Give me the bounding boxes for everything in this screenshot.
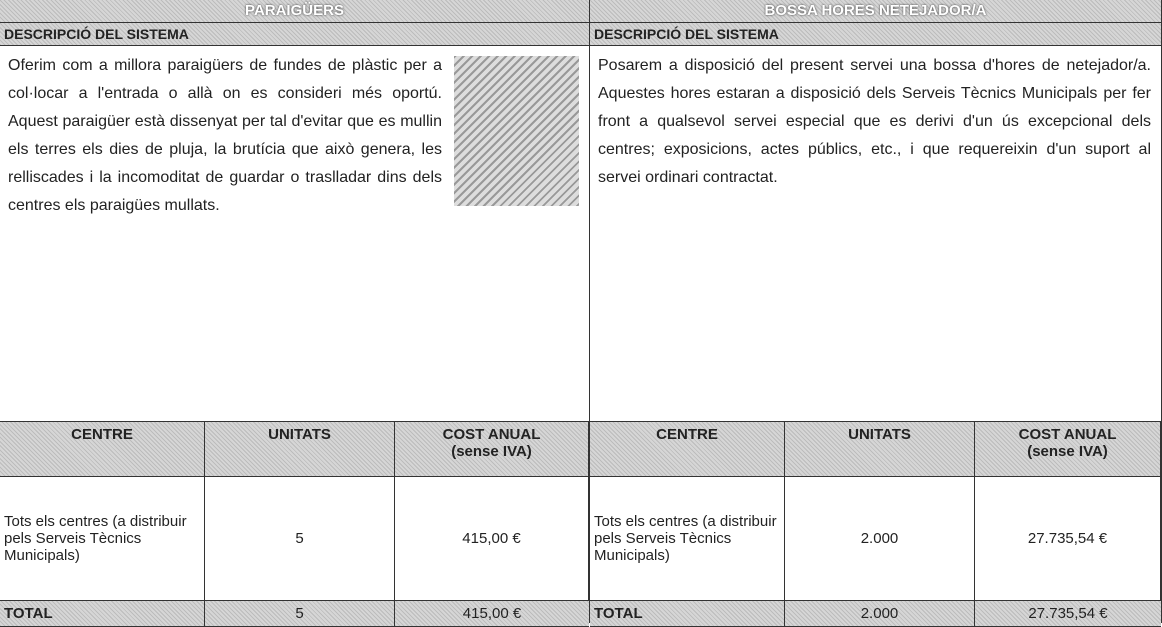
description-text: Oferim com a millora paraigüers de funde… xyxy=(8,57,442,214)
header-line: (sense IVA) xyxy=(451,443,532,460)
section-heading: DESCRIPCIÓ DEL SISTEMA xyxy=(590,23,1161,46)
description: Posarem a disposició del present servei … xyxy=(590,46,1161,421)
column-header: CENTRE xyxy=(590,422,785,477)
total-cell: 5 xyxy=(205,601,395,627)
total-cell: 2.000 xyxy=(785,601,975,627)
table-cell: 27.735,54 € xyxy=(975,477,1161,601)
total-cell: TOTAL xyxy=(590,601,785,627)
cost-table: CENTRE UNITATS COST ANUAL (sense IVA) Tots e… xyxy=(590,421,1161,627)
column-header: UNITATS xyxy=(785,422,975,477)
table-cell: Tots els centres (a distribuir pels Serv… xyxy=(590,477,785,601)
panel: BOSSA HORES NETEJADOR/A DESCRIPCIÓ DEL SI… xyxy=(590,0,1162,627)
description-text: Posarem a disposició del present servei … xyxy=(598,57,1151,186)
cost-table: CENTRE UNITATS COST ANUAL (sense IVA) Tots e… xyxy=(0,421,589,627)
header-line: UNITATS xyxy=(848,426,911,443)
table-cell: 415,00 € xyxy=(395,477,589,601)
column-header: COST ANUAL (sense IVA) xyxy=(395,422,589,477)
header-line: (sense IVA) xyxy=(1027,443,1108,460)
total-cell: TOTAL xyxy=(0,601,205,627)
header-line: COST ANUAL xyxy=(1018,426,1117,443)
column-header: CENTRE xyxy=(0,422,205,477)
table-cell: 5 xyxy=(205,477,395,601)
column-header: COST ANUAL (sense IVA) xyxy=(975,422,1161,477)
panel: PARAIGÜERS DESCRIPCIÓ DEL SISTEMA Oferim c… xyxy=(0,0,590,627)
header-line: UNITATS xyxy=(268,426,331,443)
section-heading: DESCRIPCIÓ DEL SISTEMA xyxy=(0,23,589,46)
header-line: COST ANUAL xyxy=(442,426,541,443)
panel-title: PARAIGÜERS xyxy=(0,0,589,23)
header-line: CENTRE xyxy=(71,426,133,443)
header-line: CENTRE xyxy=(656,426,718,443)
panel-title: BOSSA HORES NETEJADOR/A xyxy=(590,0,1161,23)
table-cell: Tots els centres (a distribuir pels Serv… xyxy=(0,477,205,601)
table-cell: 2.000 xyxy=(785,477,975,601)
column-header: UNITATS xyxy=(205,422,395,477)
total-cell: 415,00 € xyxy=(395,601,589,627)
illustration xyxy=(454,56,579,206)
description: Oferim com a millora paraigüers de funde… xyxy=(0,46,589,421)
total-cell: 27.735,54 € xyxy=(975,601,1161,627)
